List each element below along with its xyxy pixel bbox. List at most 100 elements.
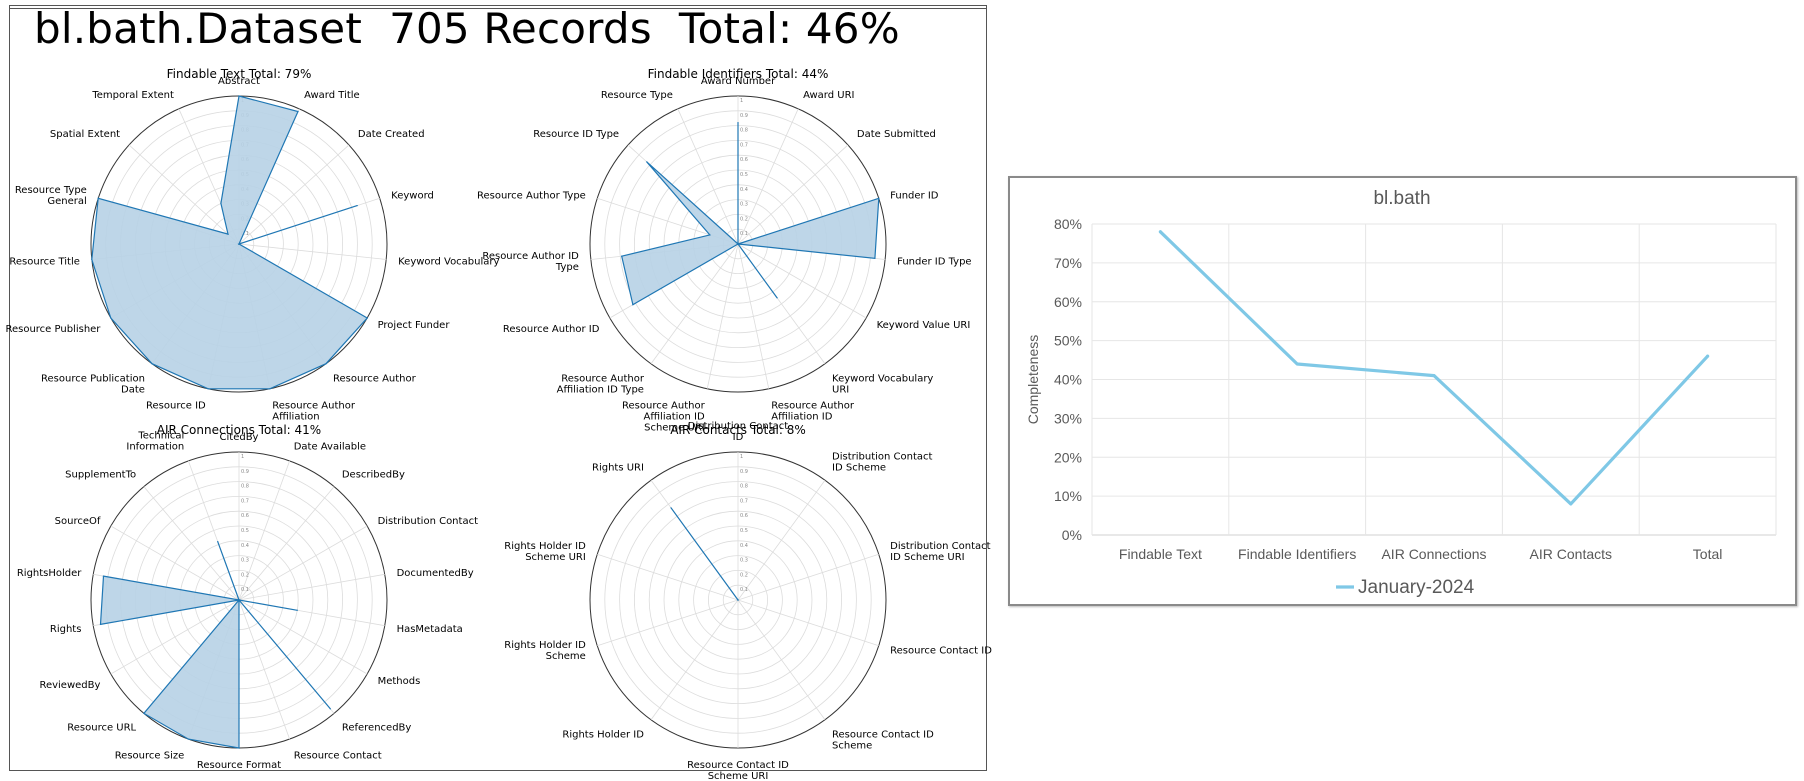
y-tick-label: 40% bbox=[1054, 372, 1082, 388]
radar-axis-label: Resource Contact bbox=[294, 750, 382, 761]
radar-axis-label: CitedBy bbox=[220, 432, 259, 443]
radar-spoke bbox=[238, 144, 350, 245]
radar-point bbox=[143, 712, 145, 714]
radar-point bbox=[646, 161, 648, 163]
radar-axis-label: Resource Author ID bbox=[503, 324, 600, 335]
radar-tick-label: 0.9 bbox=[740, 113, 748, 119]
radar-axis-label: Rights URI bbox=[592, 463, 644, 474]
radar-spoke bbox=[238, 599, 368, 675]
radar-tick-label: 0.6 bbox=[740, 157, 748, 163]
radar-axis-label: Resource Author bbox=[333, 373, 417, 384]
radar-figure-panel bbox=[9, 5, 987, 771]
radar-axis-label: Resource Publisher bbox=[5, 324, 101, 335]
radar-axis-label: SupplementTo bbox=[65, 469, 136, 480]
x-tick-label: AIR Contacts bbox=[1530, 546, 1612, 562]
radar-point bbox=[297, 110, 299, 113]
radar-spoke bbox=[143, 486, 240, 601]
radar-axis-label: Funder ID Type bbox=[897, 257, 971, 268]
radar-spoke bbox=[737, 599, 826, 720]
radar-axis-label: Resource Author Affiliation ID Type bbox=[557, 373, 645, 395]
radar-spoke bbox=[650, 243, 739, 364]
radar-tick-label: 0.1 bbox=[740, 587, 748, 593]
radar-spoke bbox=[597, 553, 739, 601]
radar-tick-label: 0.3 bbox=[740, 202, 748, 208]
radar-point bbox=[366, 317, 368, 319]
radar-tick-label: 0.7 bbox=[740, 498, 748, 504]
radar-axis-label: RightsHolder bbox=[17, 568, 82, 579]
radar-spoke bbox=[238, 573, 385, 601]
radar-axis-label: Resource Contact ID Scheme URI bbox=[687, 760, 789, 781]
radar-spoke bbox=[737, 243, 867, 319]
radar-point bbox=[238, 243, 240, 245]
radar-axis-label: SourceOf bbox=[55, 516, 101, 527]
radar-point bbox=[356, 204, 358, 207]
radar-charts: 0.1 0.2 0.3 0.4 0.5 0.6 0.7 0.8 0.9 1 Abstract Awar… bbox=[5, 67, 992, 781]
radar-point bbox=[110, 317, 112, 319]
radar-tick-label: 0.9 bbox=[740, 469, 748, 475]
radar-spoke bbox=[238, 243, 387, 260]
radar-spoke bbox=[110, 525, 240, 601]
radar-tick-label: 1 bbox=[740, 454, 743, 460]
radar-axis-label: Resource Publication Date bbox=[41, 373, 145, 395]
radar-tick-label: 0.4 bbox=[740, 187, 748, 193]
radar-spoke bbox=[238, 525, 368, 601]
y-tick-label: 10% bbox=[1054, 488, 1082, 504]
radar-axis-label: Date Created bbox=[358, 129, 425, 140]
radar-tick-label: 0.8 bbox=[740, 484, 748, 490]
radar-point bbox=[220, 202, 222, 205]
radar-tick-label: 0.1 bbox=[241, 587, 249, 593]
figure-title: bl.bath.Dataset 705 Records Total: 46% bbox=[34, 4, 900, 53]
y-tick-label: 70% bbox=[1054, 255, 1082, 271]
radar-tick-label: 0.9 bbox=[241, 469, 249, 475]
radar-spoke bbox=[238, 486, 335, 601]
line-chart: 0% 10% 20% 30% 40% 50% 60% 70% 80% Findable Text F… bbox=[1025, 188, 1777, 598]
radar-axis-label: Resource Title bbox=[9, 257, 79, 268]
legend-label: January-2024 bbox=[1358, 577, 1475, 598]
radar-axis-label: Resource Size bbox=[115, 750, 185, 761]
radar-title: AIR Connections Total: 41% bbox=[157, 423, 321, 437]
radar-title: AIR Contacts Total: 8% bbox=[670, 423, 806, 437]
radar-point bbox=[217, 540, 219, 543]
radar-spoke bbox=[737, 108, 799, 245]
y-tick-label: 80% bbox=[1054, 216, 1082, 232]
radar-axis-label: Resource Contact ID Scheme bbox=[832, 729, 934, 751]
radar-point bbox=[102, 575, 105, 577]
radar-point bbox=[325, 363, 327, 365]
radar-tick-label: 0.8 bbox=[241, 484, 249, 490]
radar-tick-label: 0.3 bbox=[241, 558, 249, 564]
radar-point bbox=[238, 95, 240, 97]
radar-data-area bbox=[99, 541, 331, 749]
radar-axis-label: Spatial Extent bbox=[50, 129, 120, 140]
radar-tick-label: 1 bbox=[740, 98, 743, 104]
radar-point bbox=[878, 197, 880, 199]
radar-point bbox=[737, 599, 739, 601]
radar-axis-label: Distribution Contact ID bbox=[688, 421, 789, 443]
radar-axis-label: Award Title bbox=[304, 90, 360, 101]
x-tick-label: Findable Identifiers bbox=[1238, 546, 1356, 562]
radar-spoke bbox=[737, 480, 826, 601]
radar-tick-label: 0.1 bbox=[241, 231, 249, 237]
radar-axis-label: DescribedBy bbox=[342, 469, 405, 480]
radar-point bbox=[709, 234, 711, 236]
radar-chart-4: 0.1 0.2 0.3 0.4 0.5 0.6 0.7 0.8 0.9 1 Distribution… bbox=[504, 421, 992, 781]
radar-tick-label: 0.4 bbox=[740, 543, 748, 549]
radar-spoke bbox=[737, 599, 879, 647]
radar-axis-label: Resource URL bbox=[67, 723, 136, 734]
radar-axis-label: Resource Format bbox=[197, 760, 281, 771]
radar-axis-label: Project Funder bbox=[378, 320, 451, 331]
radar-point bbox=[329, 708, 331, 710]
radar-axis-label: Resource Type bbox=[601, 90, 673, 101]
x-tick-label: Total bbox=[1693, 546, 1723, 562]
radar-title: Findable Text Total: 79% bbox=[167, 67, 312, 81]
series-point bbox=[1295, 362, 1299, 366]
radar-axis-label: HasMetadata bbox=[397, 624, 463, 635]
radar-axis-label: Keyword Vocabulary URI bbox=[832, 373, 933, 395]
radar-tick-label: 0.5 bbox=[740, 528, 748, 534]
radar-axis-label: Resource Author Affiliation ID Scheme URI bbox=[622, 401, 706, 434]
radar-tick-label: 1 bbox=[241, 454, 244, 460]
panel-top-rule bbox=[10, 8, 986, 9]
radar-point bbox=[97, 197, 99, 199]
radar-spoke bbox=[238, 599, 290, 740]
radar-spoke bbox=[597, 599, 739, 647]
radar-chart-1: 0.10.20.30.40.50.60.70.80.91AbstractAwar… bbox=[5, 67, 499, 423]
